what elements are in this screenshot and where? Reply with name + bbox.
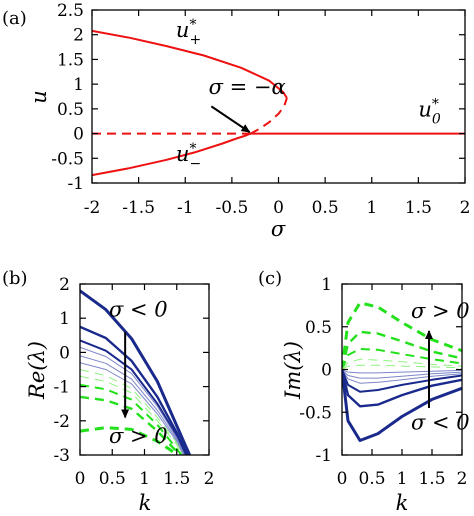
x-tick-label: 0.5 bbox=[99, 469, 126, 489]
y-tick-label: -2 bbox=[53, 412, 70, 432]
curve-label: u* 0 bbox=[418, 96, 441, 127]
series-line-1 bbox=[342, 301, 462, 370]
x-tick-label: 1 bbox=[366, 198, 377, 218]
series-line-1 bbox=[92, 29, 288, 99]
x-tick-label: 0 bbox=[273, 198, 284, 218]
y-tick-label: -1 bbox=[67, 174, 84, 194]
y-axis-label: Re(λ) bbox=[25, 341, 49, 400]
y-tick-label: 0 bbox=[59, 343, 70, 363]
y-tick-label: 1 bbox=[321, 275, 332, 295]
series-line-7 bbox=[342, 369, 462, 379]
y-tick-label: 2 bbox=[73, 26, 84, 46]
panel-b: 0 0.5 1 1.5 2 -3 -2 -1 0 1 2 (b) k Re(λ) σ < 0 σ > 0 bbox=[2, 268, 214, 515]
x-tick-label: 0.5 bbox=[312, 198, 339, 218]
series-line-2 bbox=[80, 325, 189, 455]
series-line-10 bbox=[80, 395, 182, 455]
series-line-4 bbox=[342, 358, 462, 370]
x-axis-label: k bbox=[139, 491, 152, 515]
y-tick-label: 2.5 bbox=[57, 1, 84, 21]
x-tick-label: -0.5 bbox=[215, 198, 248, 218]
y-tick-label: 0.5 bbox=[57, 100, 84, 120]
x-tick-label: -1 bbox=[177, 198, 194, 218]
series-line-4 bbox=[80, 346, 185, 455]
x-tick-label: 0 bbox=[337, 469, 348, 489]
series-line-9 bbox=[80, 383, 183, 455]
series-line-11 bbox=[342, 369, 462, 442]
series-line-9 bbox=[342, 369, 462, 393]
annotation-text: σ = −α bbox=[209, 75, 286, 99]
panel-label: (c) bbox=[258, 268, 282, 289]
curve-label: u* − bbox=[176, 141, 201, 172]
x-tick-label: -1.5 bbox=[122, 198, 155, 218]
curve-label: u* + bbox=[176, 17, 201, 48]
annotation-arrow bbox=[210, 105, 251, 133]
series-line-3 bbox=[80, 339, 187, 455]
series-line-1 bbox=[80, 289, 191, 455]
x-axis-label: k bbox=[396, 491, 409, 515]
y-tick-label: 2 bbox=[59, 275, 70, 295]
series-line-2 bbox=[342, 330, 462, 370]
x-tick-label: 2 bbox=[460, 198, 471, 218]
annotation-text: σ < 0 bbox=[109, 297, 168, 321]
series-line-2 bbox=[92, 132, 251, 177]
series-line-7 bbox=[80, 369, 184, 455]
x-tick-label: 1 bbox=[397, 469, 408, 489]
y-tick-label: 1 bbox=[59, 309, 70, 329]
y-tick-label: -0.5 bbox=[299, 403, 332, 423]
series-line-8 bbox=[80, 375, 183, 455]
y-tick-label: 0 bbox=[321, 361, 332, 381]
y-tick-label: -1 bbox=[315, 446, 332, 466]
y-tick-label: -0.5 bbox=[51, 149, 84, 169]
x-axis-label: σ bbox=[271, 217, 286, 241]
x-tick-label: 1.5 bbox=[163, 469, 190, 489]
y-axis-label: Im(λ) bbox=[281, 341, 305, 400]
x-tick-label: 1 bbox=[139, 469, 150, 489]
y-tick-label: 1 bbox=[73, 75, 84, 95]
series-line-11 bbox=[80, 426, 178, 455]
x-tick-label: 2 bbox=[204, 469, 215, 489]
series-line-3 bbox=[342, 348, 462, 370]
y-tick-label: -1 bbox=[53, 378, 70, 398]
x-tick-label: 0.5 bbox=[358, 469, 385, 489]
x-tick-label: -2 bbox=[84, 198, 101, 218]
annotation-text: σ > 0 bbox=[411, 299, 470, 323]
y-tick-label: -3 bbox=[53, 446, 70, 466]
series-line-5 bbox=[342, 364, 462, 370]
x-tick-label: 2 bbox=[457, 469, 468, 489]
series-line-6 bbox=[80, 362, 184, 455]
series-line-3 bbox=[250, 97, 288, 135]
series-line-8 bbox=[342, 369, 462, 384]
y-tick-label: 0 bbox=[73, 125, 84, 145]
series-line-6 bbox=[342, 369, 462, 374]
series-line-5 bbox=[80, 355, 185, 455]
annotation-text: σ < 0 bbox=[411, 410, 470, 434]
y-axis-label: u bbox=[27, 90, 51, 104]
y-tick-label: 0.5 bbox=[305, 318, 332, 338]
panel-a: -2 -1.5 -1 -0.5 0 0.5 1 1.5 2 -1 -0.5 0 0.5 1 1.5 2 2.5 (… bbox=[2, 1, 470, 241]
panel-label: (b) bbox=[2, 268, 28, 289]
annotation-text: σ > 0 bbox=[109, 424, 168, 448]
y-tick-label: 1.5 bbox=[57, 50, 84, 70]
x-tick-label: 0 bbox=[75, 469, 86, 489]
series-line-10 bbox=[342, 369, 462, 408]
panel-label: (a) bbox=[2, 8, 27, 29]
x-tick-label: 1.5 bbox=[418, 469, 445, 489]
panel-c: 0 0.5 1 1.5 2 -1 -0.5 0 0.5 1 (c) k Im(λ) σ > 0 σ < 0 bbox=[258, 268, 470, 515]
x-tick-label: 1.5 bbox=[405, 198, 432, 218]
